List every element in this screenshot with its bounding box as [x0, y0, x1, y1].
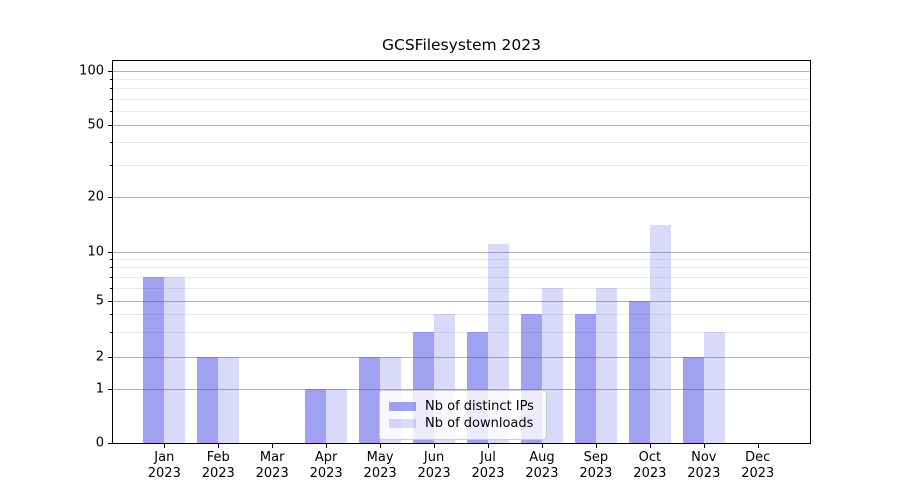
minor-gridline [113, 331, 810, 333]
x-tick-label: Aug 2023 [525, 450, 559, 481]
y-tick-label: 10 [87, 244, 104, 260]
x-tick-mark [488, 444, 489, 448]
x-tick-mark [595, 444, 597, 448]
bar-downloads [703, 331, 725, 443]
minor-gridline [113, 314, 810, 316]
y-minor-tick-mark [109, 276, 112, 278]
y-tick-label: 5 [95, 293, 104, 309]
y-tick-mark [108, 70, 112, 72]
x-tick-mark [757, 444, 759, 448]
bar-downloads [649, 224, 671, 443]
bar-distinct-ips [305, 389, 327, 443]
y-minor-tick-mark [109, 142, 112, 144]
minor-gridline [113, 267, 810, 269]
legend-swatch-downloads [389, 418, 416, 429]
minor-gridline [113, 164, 810, 166]
bar-downloads [164, 276, 186, 443]
x-tick-mark [380, 444, 382, 448]
y-tick-label: 0 [95, 435, 104, 451]
y-minor-tick-mark [109, 267, 112, 269]
y-tick-label: 50 [87, 117, 104, 133]
chart-title: GCSFilesystem 2023 [381, 36, 542, 54]
major-gridline [113, 300, 810, 302]
x-tick-label: Nov 2023 [687, 450, 721, 481]
minor-gridline [113, 88, 810, 90]
bar-distinct-ips [628, 300, 650, 443]
y-minor-tick-mark [109, 88, 112, 90]
bar-downloads [541, 287, 563, 443]
y-tick-mark [108, 124, 112, 126]
y-tick-label: 100 [79, 63, 104, 79]
legend: Nb of distinct IPs Nb of downloads [379, 390, 547, 440]
minor-gridline [113, 142, 810, 144]
y-tick-label: 2 [95, 349, 104, 365]
legend-item-distinct-ips: Nb of distinct IPs [389, 398, 537, 415]
x-tick-mark [164, 444, 166, 448]
major-gridline [113, 251, 810, 253]
bar-distinct-ips [197, 356, 219, 443]
y-minor-tick-mark [109, 110, 112, 112]
x-tick-mark [218, 444, 220, 448]
x-tick-label: Feb 2023 [201, 450, 235, 481]
bar-downloads [595, 287, 617, 443]
minor-gridline [113, 276, 810, 278]
bar-distinct-ips [574, 314, 596, 443]
major-gridline [113, 124, 810, 126]
x-tick-label: Dec 2023 [741, 450, 775, 481]
x-tick-label: Jun 2023 [417, 450, 451, 481]
y-tick-mark [108, 443, 112, 444]
legend-item-downloads: Nb of downloads [389, 415, 537, 432]
y-minor-tick-mark [109, 164, 112, 166]
y-tick-mark [108, 196, 112, 198]
legend-label-distinct-ips: Nb of distinct IPs [425, 398, 534, 414]
x-tick-label: Sep 2023 [579, 450, 613, 481]
minor-gridline [113, 110, 810, 112]
legend-label-downloads: Nb of downloads [425, 415, 534, 431]
x-tick-mark [272, 444, 274, 448]
y-tick-mark [108, 389, 112, 390]
y-minor-tick-mark [109, 287, 112, 289]
minor-gridline [113, 287, 810, 289]
y-tick-mark [108, 300, 112, 302]
minor-gridline [113, 259, 810, 261]
y-tick-label: 1 [95, 381, 104, 397]
bar-distinct-ips [682, 356, 704, 443]
major-gridline [113, 70, 810, 72]
x-tick-label: Jul 2023 [471, 450, 505, 481]
x-tick-mark [703, 444, 705, 448]
y-tick-label: 20 [87, 189, 104, 204]
legend-swatch-distinct-ips [389, 401, 416, 412]
x-tick-label: Mar 2023 [255, 450, 289, 481]
bar-distinct-ips [143, 276, 165, 443]
x-tick-label: May 2023 [363, 450, 397, 481]
y-minor-tick-mark [109, 259, 112, 261]
major-gridline [113, 196, 810, 198]
x-tick-label: Apr 2023 [309, 450, 343, 481]
x-tick-mark [434, 444, 436, 448]
x-tick-mark [541, 444, 543, 448]
minor-gridline [113, 98, 810, 100]
bar-downloads [326, 389, 348, 443]
y-tick-mark [108, 356, 112, 358]
bar-distinct-ips [359, 356, 381, 443]
x-tick-mark [326, 444, 328, 448]
plot-area [112, 60, 811, 444]
x-tick-label: Jan 2023 [147, 450, 181, 481]
bar-downloads [218, 356, 240, 443]
y-minor-tick-mark [109, 314, 112, 316]
y-minor-tick-mark [109, 78, 112, 80]
y-minor-tick-mark [109, 98, 112, 100]
major-gridline [113, 389, 810, 390]
y-minor-tick-mark [109, 331, 112, 333]
x-tick-label: Oct 2023 [633, 450, 667, 481]
major-gridline [113, 356, 810, 358]
minor-gridline [113, 78, 810, 80]
y-tick-mark [108, 251, 112, 253]
x-tick-mark [649, 444, 651, 448]
